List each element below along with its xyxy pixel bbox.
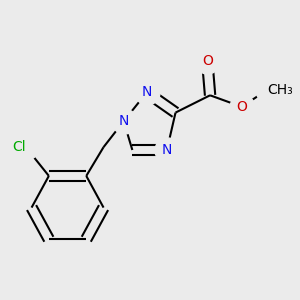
Text: O: O [236,100,247,114]
Text: CH₃: CH₃ [268,82,293,97]
Text: O: O [202,54,213,68]
Text: N: N [162,143,172,157]
Text: Cl: Cl [12,140,26,154]
Text: N: N [142,85,152,99]
Text: N: N [118,114,129,128]
